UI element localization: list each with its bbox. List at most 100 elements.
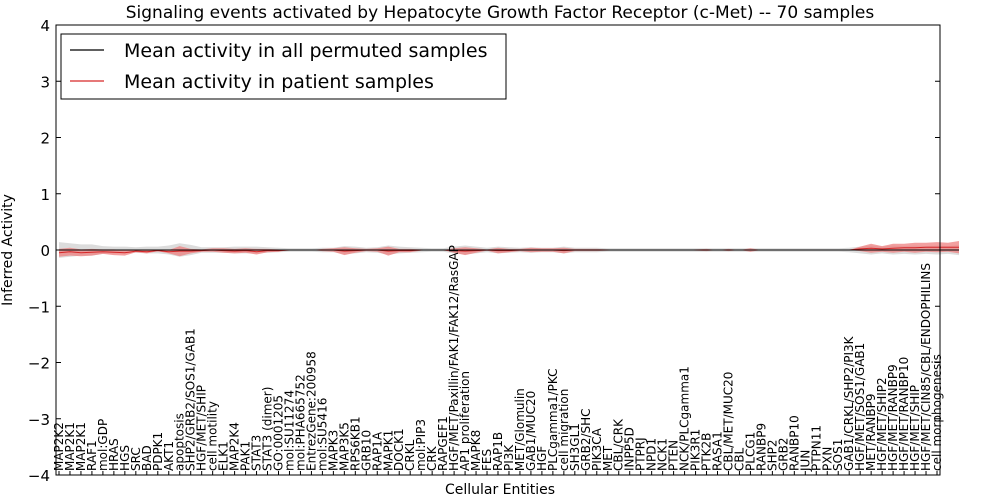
x-tick-label: GRB2 [776, 438, 790, 472]
x-tick-label: SOS1 [831, 439, 845, 471]
x-tick-label: AP1 proliferation [458, 371, 472, 471]
x-tick-label: PTEN [667, 440, 681, 471]
x-tick-label: SHP2/GRB2/SOS1/GAB1 [184, 328, 198, 471]
x-tick-label: mol:PIP3 [414, 419, 428, 471]
x-tick-label: PLCG1 [743, 432, 757, 471]
x-tick-label: mol:SU5416 [315, 398, 329, 471]
x-tick-label: HGF/MET/Paxillin/FAK1/FAK12/RasGAP [447, 245, 461, 471]
y-axis-label: Inferred Activity [0, 194, 16, 306]
x-tick-label: RAP1A [370, 431, 384, 471]
x-tick-label: RAP1B [491, 432, 505, 471]
x-tick-label: mol:SU11274 [283, 390, 297, 471]
series-lines [58, 246, 959, 254]
legend-label: Mean activity in all permuted samples [124, 40, 487, 62]
x-tick-label: NPD1 [645, 438, 659, 471]
x-tick-label: GAB1/MUC20 [524, 391, 538, 471]
x-tick-label: GO:0001205 [272, 395, 286, 471]
x-tick-label: GRB10 [359, 430, 373, 471]
x-tick-label: ELK1 [217, 441, 231, 471]
x-tick-label: RPS6KB1 [348, 416, 362, 471]
x-tick-label: SHP2 [765, 440, 779, 472]
legend-label: Mean activity in patient samples [124, 71, 434, 93]
x-tick-label: MAPK8 [469, 430, 483, 471]
y-tick-label: 3 [40, 73, 50, 91]
x-tick-label: HGF/MET/SHIP [908, 385, 922, 471]
x-tick-label: MAP2K1 [74, 422, 88, 471]
x-tick-label: HGF/MET/CIN85/CBL/ENDOPHILINS [919, 263, 933, 471]
x-tick-label: STAT3 [250, 435, 264, 471]
x-tick-label: BAD [140, 445, 154, 471]
x-tick-label: SH3GL1 [568, 423, 582, 471]
x-tick-label: JUN [798, 450, 812, 472]
patient-band [59, 241, 959, 257]
x-tick-label: NCK1 [656, 438, 670, 471]
x-tick-label: EntrezGene:200958 [304, 351, 318, 471]
x-tick-label: MAP2K1 [63, 422, 77, 471]
x-tick-label: GAB1/CRKL/SHP2/PI3K [842, 335, 856, 471]
x-tick-label: CBL/CRK [612, 418, 626, 471]
x-tick-label: HRAS [107, 438, 121, 471]
x-tick-label: CRKL [403, 439, 417, 471]
x-tick-label: MET [601, 445, 615, 471]
x-tick-label: STAT3 (dimer) [261, 387, 275, 471]
y-axis: −4 −3 −2 −1 0 1 2 3 4 [28, 17, 940, 485]
x-tick-label: HGF/MET/SHIP [195, 385, 209, 471]
x-tick-label: MET/RANBP9 [864, 393, 878, 470]
x-tick-label: PDPK1 [151, 432, 165, 471]
x-tick-label: FES [480, 449, 494, 471]
y-tick-label: −3 [28, 411, 50, 429]
y-tick-label: 0 [40, 242, 50, 260]
x-tick-label: HGF/MET/RANBP9 [886, 364, 900, 471]
legend: Mean activity in all permuted samples Mea… [60, 33, 507, 100]
x-tick-label: RANBP9 [754, 423, 768, 471]
x-tick-label: AKT1 [162, 441, 176, 471]
x-tick-label: HGF/MET/SHIP2 [875, 377, 889, 471]
x-tick-label: RASA1 [711, 431, 725, 471]
x-tick-label: PTPN11 [809, 425, 823, 471]
x-tick-label: PTK2B [700, 433, 714, 471]
x-tick-label: PAK1 [239, 441, 253, 471]
x-tick-label: MAP3K5 [337, 422, 351, 471]
x-tick-label: MAP2K4 [228, 422, 242, 471]
x-tick-label: RAPGEF1 [436, 416, 450, 471]
x-tick-label: HGF/MET/RANBP10 [897, 357, 911, 471]
x-tick-label: PIK3CA [590, 427, 604, 471]
y-tick-label: −1 [28, 298, 50, 316]
x-tick-label: GRB2/SHC [579, 408, 593, 471]
legend-box [60, 33, 507, 100]
x-tick-label: PIK3R1 [689, 429, 703, 471]
x-tick-label: MAPK3 [326, 430, 340, 471]
y-tick-label: −4 [28, 467, 50, 485]
x-tick-label: mol:PHA665752 [293, 374, 307, 471]
x-tick-label: apoptosis [173, 413, 187, 471]
x-tick-label: CBL/MET/MUC20 [722, 372, 736, 471]
x-tick-label: SRC [129, 447, 143, 471]
x-axis-label: Cellular Entities [445, 482, 555, 498]
x-tick-label: CRK [425, 445, 439, 471]
y-tick-label: 1 [40, 186, 50, 204]
y-tick-label: −2 [28, 355, 50, 373]
x-tick-label: RANBP10 [787, 415, 801, 471]
x-tick-label: HGF [535, 446, 549, 471]
x-tick-label: PXN [820, 447, 834, 471]
x-tick-label: PLCgamma1/PKC [546, 369, 560, 472]
y-tick-label: 4 [40, 17, 50, 35]
x-tick-label: PI3K [502, 444, 516, 471]
x-tick-label: HGS [118, 445, 132, 471]
x-tick-label: MET/Glomulin [513, 388, 527, 471]
x-tick-label: DOCK1 [392, 428, 406, 471]
x-tick-label: mol:GDP [96, 419, 110, 471]
x-tick-label: cell morphogenesis [930, 354, 944, 471]
x-tick-label: HGF/MET/SOS1/GAB1 [853, 343, 867, 471]
x-tick-label: cell migration [557, 389, 571, 471]
x-tick-label: INPP5D [623, 427, 637, 471]
x-tick-label: cell motility [206, 401, 220, 471]
chart-title: Signaling events activated by Hepatocyte… [126, 3, 875, 23]
plot-frame [55, 24, 941, 476]
x-tick-label: MAPK1 [381, 430, 395, 471]
x-tick-label: RAF1 [85, 440, 99, 471]
x-tick-label: CBL [733, 447, 747, 471]
y-tick-label: 2 [40, 130, 50, 148]
x-tick-label: NCK/PLCgamma1 [678, 366, 692, 471]
